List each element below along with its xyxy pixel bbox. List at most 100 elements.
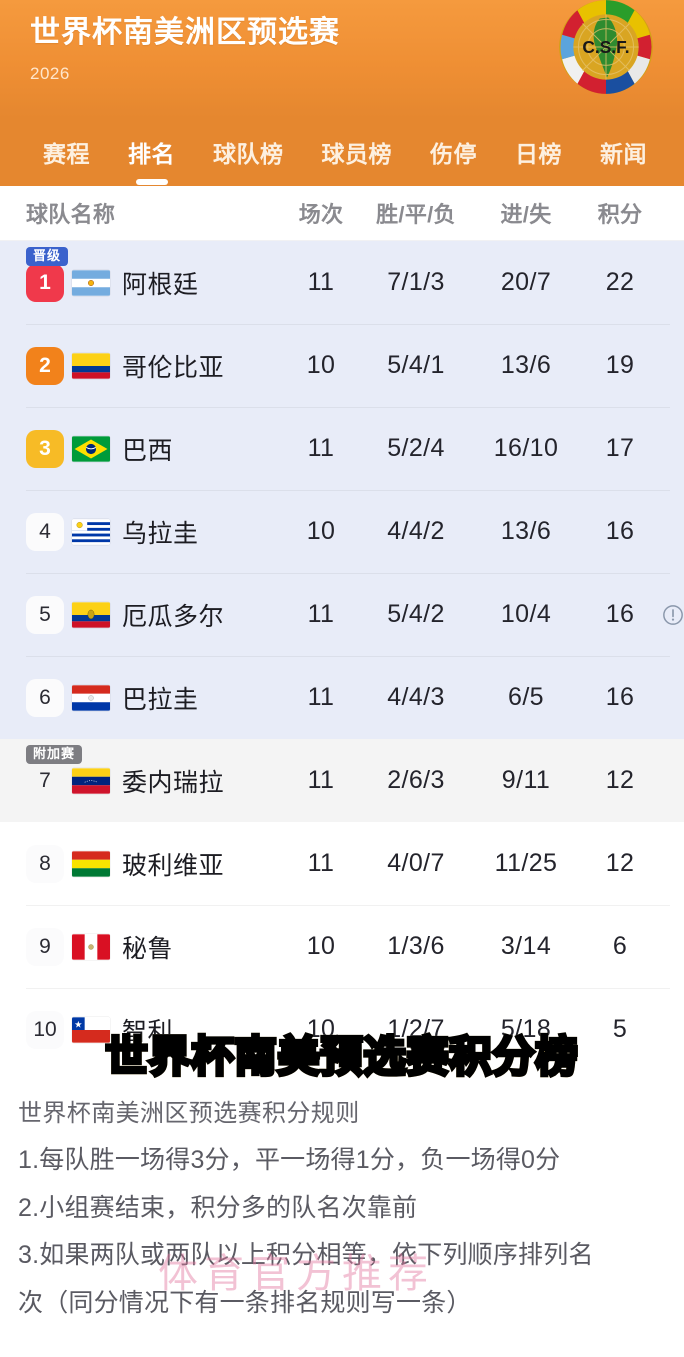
goals-value: 3/14 xyxy=(500,932,552,960)
flag-icon-venezuela xyxy=(72,767,110,794)
points-value: 16 xyxy=(605,683,635,711)
flag-icon-peru xyxy=(72,933,110,960)
warning-icon[interactable] xyxy=(662,604,684,626)
flag-icon-uruguay xyxy=(72,518,110,545)
rule-line-4: 次（同分情况下有一条排名规则写一条） xyxy=(18,1288,472,1317)
rules-heading: 世界杯南美洲区预选赛积分规则 xyxy=(18,1100,360,1127)
goals-value: 11/25 xyxy=(494,849,558,877)
points-value: 17 xyxy=(605,434,635,462)
wdl-value: 4/4/3 xyxy=(387,683,445,711)
table-row[interactable]: 2 哥伦比亚 10 5/4/1 13/6 19 xyxy=(0,324,684,407)
logo-text: C.S.F. xyxy=(582,37,629,57)
points-value: 12 xyxy=(605,766,635,794)
wdl-value: 7/1/3 xyxy=(387,268,445,296)
team-cell: 4 乌拉圭 xyxy=(26,512,284,551)
table-row[interactable]: 4 乌拉圭 10 4/4/2 13/6 16 xyxy=(0,490,684,573)
flag-icon-argentina xyxy=(72,269,110,296)
wdl-value: 5/4/1 xyxy=(387,351,445,379)
team-name: 巴西 xyxy=(122,436,174,465)
table-row[interactable]: 9 秘鲁 10 1/3/6 3/14 6 xyxy=(0,905,684,988)
table-row[interactable]: 5 厄瓜多尔 11 5/4/2 10/4 16 xyxy=(0,573,684,656)
played-value: 11 xyxy=(307,766,335,794)
table-header-row: 球队名称 场次 胜/平/负 进/失 积分 xyxy=(0,186,684,241)
points-value: 16 xyxy=(605,517,635,545)
tab-team-stats[interactable]: 球队榜 xyxy=(213,141,284,167)
team-cell: 3 巴西 xyxy=(26,429,284,468)
points-value-cell: 16 xyxy=(578,600,683,629)
wdl-value: 5/2/4 xyxy=(387,434,445,462)
played-value: 11 xyxy=(307,600,335,628)
wdl-value: 4/0/7 xyxy=(387,849,445,877)
rank-badge: 7 xyxy=(39,768,51,792)
flag-icon-paraguay xyxy=(72,684,110,711)
points-value: 16 xyxy=(605,600,635,628)
points-value: 19 xyxy=(605,351,635,379)
tab-daily[interactable]: 日榜 xyxy=(515,141,562,167)
goals-value: 13/6 xyxy=(500,517,552,545)
rank-badge: 2 xyxy=(26,346,64,385)
team-cell: 1 阿根廷 xyxy=(26,263,284,302)
flag-icon-chile xyxy=(72,1016,110,1043)
table-row[interactable]: 10 智利 10 1/2/7 5/18 5 xyxy=(0,988,684,1071)
flag-icon-bolivia xyxy=(72,850,110,877)
zone-qualify: 晋级 1 阿根廷 11 7/1/3 20/7 22 2 xyxy=(0,241,684,739)
rank-badge: 9 xyxy=(26,927,64,966)
rank-badge: 3 xyxy=(26,429,64,468)
team-cell: 7 委内瑞拉 xyxy=(26,762,284,800)
standings-table: 晋级 1 阿根廷 11 7/1/3 20/7 22 2 xyxy=(0,241,684,1071)
rank-badge: 1 xyxy=(26,263,64,302)
table-row[interactable]: 6 巴拉圭 11 4/4/3 6/5 16 xyxy=(0,656,684,739)
played-value: 10 xyxy=(306,932,336,960)
goals-value: 10/4 xyxy=(500,600,552,628)
tab-standings[interactable]: 排名 xyxy=(109,135,194,169)
tab-schedule[interactable]: 赛程 xyxy=(43,141,90,167)
column-header-wdl: 胜/平/负 xyxy=(376,202,456,227)
tab-news[interactable]: 新闻 xyxy=(600,141,647,167)
played-value: 11 xyxy=(307,683,335,711)
zone-badge-qualify: 晋级 xyxy=(26,247,69,267)
page-header: 世界杯南美洲区预选赛 2026 xyxy=(0,0,684,118)
played-value: 11 xyxy=(307,849,335,877)
zone-badge-playoff: 附加赛 xyxy=(26,745,83,765)
goals-value: 6/5 xyxy=(508,683,544,711)
goals-value: 9/11 xyxy=(501,766,551,794)
team-name: 巴拉圭 xyxy=(122,685,199,714)
table-row[interactable]: 8 玻利维亚 11 4/0/7 11/25 12 xyxy=(0,822,684,905)
played-value: 11 xyxy=(307,434,335,462)
table-row[interactable]: 7 委内瑞拉 11 2/6/3 9/11 12 xyxy=(0,739,684,822)
rank-badge: 4 xyxy=(26,512,64,551)
goals-value: 20/7 xyxy=(500,268,552,296)
tab-player-stats[interactable]: 球员榜 xyxy=(321,141,392,167)
nav-tabs[interactable]: 赛程 排名 球队榜 球员榜 伤停 日榜 新闻 xyxy=(0,118,684,186)
zone-playoff: 附加赛 7 委内瑞拉 11 2/6/3 9/11 12 xyxy=(0,739,684,822)
column-header-played: 场次 xyxy=(298,202,344,227)
team-cell: 6 巴拉圭 xyxy=(26,678,284,717)
team-cell: 2 哥伦比亚 xyxy=(26,346,284,385)
team-name: 玻利维亚 xyxy=(122,851,225,880)
table-row[interactable]: 1 阿根廷 11 7/1/3 20/7 22 xyxy=(0,241,684,324)
rank-badge: 6 xyxy=(26,678,64,717)
team-cell: 5 厄瓜多尔 xyxy=(26,595,284,634)
played-value: 10 xyxy=(306,351,336,379)
goals-value: 16/10 xyxy=(493,434,559,462)
points-value: 5 xyxy=(578,1015,662,1044)
team-cell: 8 玻利维亚 xyxy=(26,844,284,883)
team-cell: 9 秘鲁 xyxy=(26,927,284,966)
page-title: 世界杯南美洲区预选赛 xyxy=(30,16,340,49)
rank-badge: 5 xyxy=(26,595,64,634)
rank-badge: 10 xyxy=(26,1010,64,1049)
wdl-value: 2/6/3 xyxy=(387,766,445,794)
team-name: 阿根廷 xyxy=(122,270,199,299)
team-name: 智利 xyxy=(122,1012,173,1048)
goals-value: 5/18 xyxy=(474,1015,578,1044)
rank-badge: 8 xyxy=(26,844,64,883)
conmebol-logo-icon: C.S.F. xyxy=(555,0,657,98)
column-header-team: 球队名称 xyxy=(26,202,116,227)
wdl-value: 4/4/2 xyxy=(387,517,445,545)
tab-injuries[interactable]: 伤停 xyxy=(430,141,477,167)
team-cell: 10 智利 xyxy=(26,1010,284,1049)
table-row[interactable]: 3 巴西 11 5/2/4 16/10 17 xyxy=(0,407,684,490)
overlay-title: 世界杯南美预选赛积分榜 xyxy=(0,1023,684,1084)
goals-value: 13/6 xyxy=(500,351,552,379)
